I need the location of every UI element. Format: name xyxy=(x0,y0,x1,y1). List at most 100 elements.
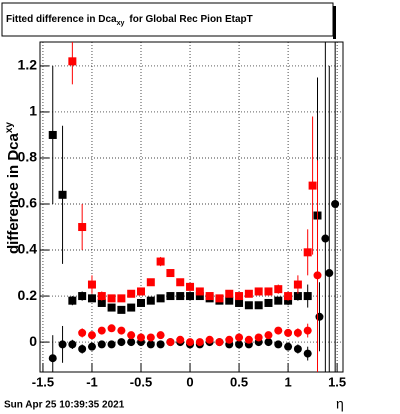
marker xyxy=(264,338,273,347)
marker xyxy=(274,326,283,335)
y-tick-label: 0.2 xyxy=(18,287,38,303)
marker xyxy=(176,292,185,301)
y-label-main: difference in Dca xyxy=(5,132,22,254)
marker xyxy=(186,338,195,347)
marker xyxy=(215,294,224,303)
marker xyxy=(68,296,77,305)
x-tick-label: 0 xyxy=(186,374,193,389)
y-tick-label: 0.4 xyxy=(18,241,38,257)
marker xyxy=(293,280,302,289)
marker xyxy=(107,340,116,349)
x-tick-label: 1.5 xyxy=(328,374,346,389)
marker xyxy=(127,338,136,347)
marker xyxy=(186,292,195,301)
marker xyxy=(303,349,312,358)
marker xyxy=(244,301,253,310)
marker xyxy=(48,130,57,139)
marker xyxy=(107,303,116,312)
x-tick-label: -1.5 xyxy=(32,374,54,389)
marker xyxy=(225,335,234,344)
marker xyxy=(274,340,283,349)
marker xyxy=(68,57,77,66)
marker xyxy=(303,292,312,301)
marker xyxy=(195,292,204,301)
marker xyxy=(235,298,244,307)
marker xyxy=(146,333,155,342)
marker xyxy=(156,257,165,266)
marker xyxy=(107,294,116,303)
marker xyxy=(293,292,302,301)
marker xyxy=(156,340,165,349)
marker xyxy=(274,285,283,294)
marker xyxy=(225,296,234,305)
marker xyxy=(97,292,106,301)
title-shadow xyxy=(333,6,336,39)
marker xyxy=(107,324,116,333)
marker xyxy=(264,331,273,340)
marker xyxy=(244,335,253,344)
title-sub: xy xyxy=(117,20,125,27)
marker xyxy=(235,333,244,342)
marker xyxy=(97,298,106,307)
marker xyxy=(58,190,67,199)
footer: Sun Apr 25 10:39:35 2021 xyxy=(4,400,125,411)
marker xyxy=(195,338,204,347)
x-axis-title: η xyxy=(336,396,344,412)
marker xyxy=(78,223,87,232)
marker xyxy=(315,312,324,321)
marker xyxy=(117,338,126,347)
marker xyxy=(308,181,317,190)
marker xyxy=(78,292,87,301)
marker xyxy=(205,292,214,301)
marker xyxy=(215,338,224,347)
marker xyxy=(313,271,322,280)
marker xyxy=(303,248,312,257)
title-suffix: for Global Rec Pion EtapT xyxy=(129,14,252,25)
marker xyxy=(325,269,334,278)
x-tick-label: 0.5 xyxy=(230,374,248,389)
marker xyxy=(146,340,155,349)
marker xyxy=(166,338,175,347)
marker xyxy=(225,289,234,298)
marker xyxy=(235,292,244,301)
marker xyxy=(284,292,293,301)
marker xyxy=(264,287,273,296)
title-main: Fitted difference in Dca xyxy=(6,14,117,25)
y-tick-label: 0.6 xyxy=(18,195,38,211)
y-tick-label: 0.8 xyxy=(18,149,38,165)
marker xyxy=(117,326,126,335)
marker xyxy=(235,340,244,349)
x-tick-label: 1 xyxy=(284,374,291,389)
marker xyxy=(78,328,87,337)
marker xyxy=(87,331,96,340)
marker xyxy=(186,282,195,291)
marker xyxy=(87,342,96,351)
marker xyxy=(87,280,96,289)
y-tick-label: 1.2 xyxy=(18,57,38,73)
chart-title: Fitted difference in Dcaxy for Global Rec… xyxy=(6,14,253,27)
marker xyxy=(97,340,106,349)
marker xyxy=(137,298,145,307)
marker xyxy=(284,328,293,337)
y-tick-label: 1 xyxy=(29,103,37,119)
marker xyxy=(156,294,165,303)
marker xyxy=(87,294,96,303)
marker xyxy=(166,269,175,278)
marker xyxy=(303,326,312,335)
marker xyxy=(254,333,263,342)
title-box xyxy=(1,2,334,37)
marker xyxy=(127,303,136,312)
y-axis-title: difference in Dcaxy xyxy=(4,122,22,254)
marker xyxy=(146,296,155,305)
marker xyxy=(127,289,136,298)
marker xyxy=(293,344,302,353)
plot-frame xyxy=(39,41,344,373)
marker xyxy=(156,331,165,340)
marker xyxy=(176,335,185,344)
marker xyxy=(127,331,136,340)
marker xyxy=(78,344,87,353)
marker xyxy=(97,326,106,335)
marker xyxy=(205,335,214,344)
x-tick-label: -1 xyxy=(86,374,98,389)
marker xyxy=(331,200,340,209)
